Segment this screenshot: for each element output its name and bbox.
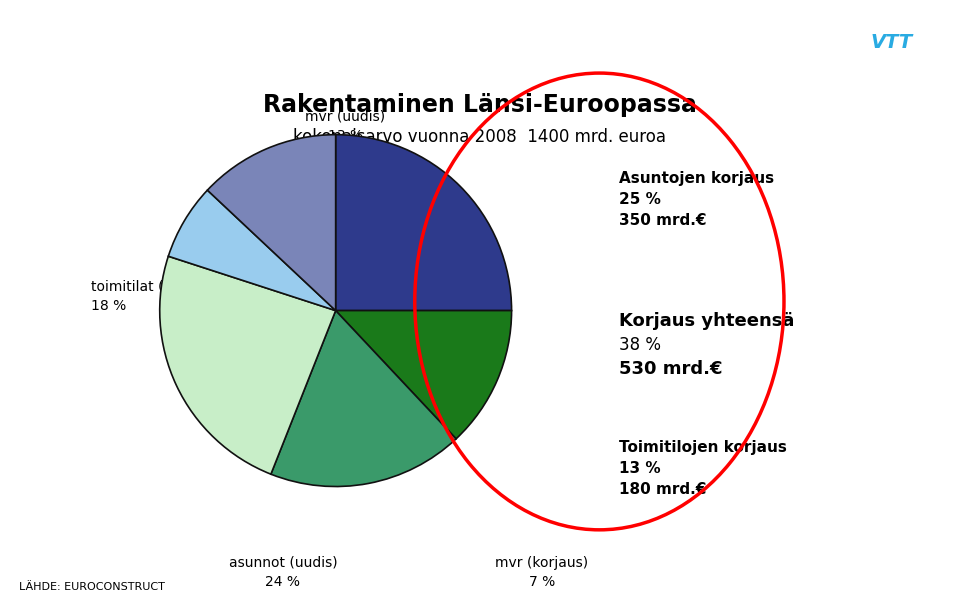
- Text: LÄHDE: EUROCONSTRUCT: LÄHDE: EUROCONSTRUCT: [19, 582, 165, 593]
- Wedge shape: [207, 135, 336, 311]
- Text: Rakentaminen Länsi-Euroopassa: Rakentaminen Länsi-Euroopassa: [263, 93, 696, 117]
- Text: Asuntojen korjaus
25 %
350 mrd.€: Asuntojen korjaus 25 % 350 mrd.€: [619, 171, 774, 228]
- Text: 530 mrd.€: 530 mrd.€: [619, 360, 722, 378]
- Text: asunnot (uudis)
24 %: asunnot (uudis) 24 %: [228, 555, 338, 589]
- Text: 19/1/2010: 19/1/2010: [687, 30, 743, 40]
- Wedge shape: [336, 311, 511, 439]
- Wedge shape: [169, 190, 336, 311]
- Wedge shape: [160, 256, 336, 474]
- Text: mvr (uudis)
13 %: mvr (uudis) 13 %: [305, 110, 386, 143]
- Bar: [820, 0, 959, 70]
- Text: kokonaisarvo vuonna 2008  1400 mrd. euroa: kokonaisarvo vuonna 2008 1400 mrd. euroa: [293, 128, 666, 146]
- Text: Korjaus yhteensä: Korjaus yhteensä: [619, 312, 794, 329]
- Text: mvr (korjaus)
7 %: mvr (korjaus) 7 %: [495, 555, 589, 589]
- Text: Toimitilojen korjaus
13 %
180 mrd.€: Toimitilojen korjaus 13 % 180 mrd.€: [619, 440, 786, 498]
- Wedge shape: [336, 135, 511, 311]
- Text: 16: 16: [791, 30, 806, 40]
- Wedge shape: [270, 311, 456, 487]
- Text: 38 %: 38 %: [619, 336, 661, 354]
- Text: VTT: VTT: [871, 32, 913, 52]
- Text: toimitilat (uudis)
18 %: toimitilat (uudis) 18 %: [91, 280, 206, 313]
